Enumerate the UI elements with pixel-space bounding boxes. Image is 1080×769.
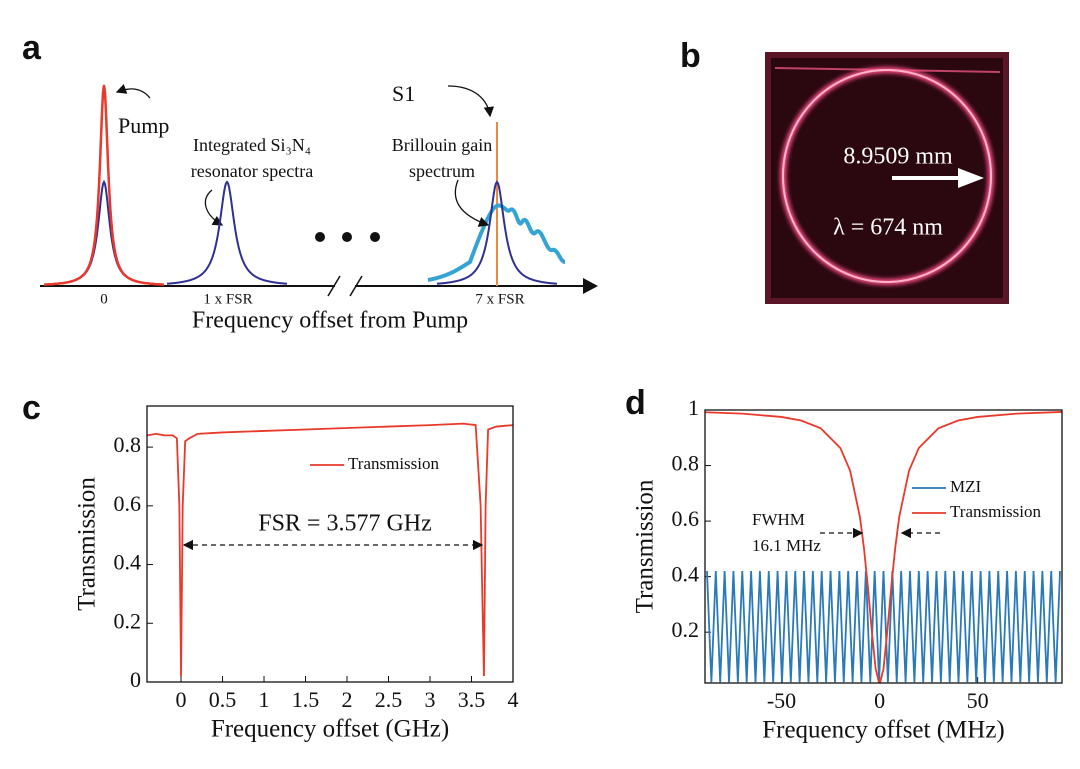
y-axis-label: Transmission [632,479,659,613]
y-tick-label: 0.2 [114,608,142,633]
panel-label: b [680,37,701,75]
y-tick-label: 0.8 [672,451,700,476]
y-tick-label: 0.6 [672,506,700,531]
x-tick-label: 1 [259,687,270,712]
plot-frame [704,409,1063,684]
x-tick-label: 3.5 [458,687,486,712]
x-axis-label: Frequency offset (GHz) [211,716,449,743]
x-tick-label: 4 [508,687,519,712]
series-line [147,422,513,677]
s1-label: S1 [392,81,415,106]
series-line [705,411,1062,683]
chart: 0 0.2 0.4 0.6 0.8 0 0.5 1 1.5 2 2.5 3 3.5 4 Frequency … [74,405,519,743]
y-tick-label: 0.4 [672,562,700,587]
x-tick-label: 1.5 [292,687,320,712]
panel-b-photo: 8.9509 mm λ = 674 nm [765,52,1009,304]
pump-peak [44,84,164,286]
y-tick-label: 0.2 [672,617,700,642]
panel-label: a [22,29,42,67]
annotation: FWHM [752,510,805,529]
x-tick-label: 3 [425,687,436,712]
x-tick-label: 2.5 [375,687,403,712]
resonance-peak [44,179,164,286]
axis-tick-label: 0 [100,291,108,307]
x-tick-label: 0 [176,687,187,712]
y-tick-label: 0.8 [114,432,142,457]
axis-tick-label: 7 x FSR [475,291,524,307]
y-tick-label: 0.6 [114,491,142,516]
y-tick-label: 1 [688,395,699,420]
x-axis-label: Frequency offset (MHz) [762,717,1005,744]
resonance-peak [436,180,558,285]
chart: 0.2 0.4 0.6 0.8 1 -50 0 50 Frequency offset (MHz… [632,395,1063,744]
resonator-label: resonator spectra [191,161,313,181]
panel-label: c [22,389,41,427]
x-tick-label: 0 [874,688,885,713]
resonance-peak [166,180,288,285]
resonator-label: Integrated Si₃N₄ [193,135,311,155]
legend-label: Transmission [348,454,440,473]
legend-label: Transmission [950,502,1042,521]
x-tick-label: 50 [967,688,989,713]
wavelength-label: λ = 674 nm [833,215,943,241]
panel-label: d [625,384,646,422]
annotation: FSR = 3.577 GHz [258,511,432,537]
x-tick-label: 0.5 [209,687,237,712]
x-tick-label: -50 [767,688,796,713]
y-axis-label: Transmission [74,477,101,611]
pump-label: Pump [118,113,169,138]
panel-a-diagram: Pump S1 Integrated Si₃N₄ resonator spect… [40,81,598,334]
axis-label: Frequency offset from Pump [192,308,468,334]
annotation: 16.1 MHz [752,536,821,555]
plot-frame [146,405,514,683]
brillouin-label: Brillouin gain [392,135,493,155]
y-tick-label: 0.4 [114,550,142,575]
series-line [706,571,1061,683]
axis-tick-label: 1 x FSR [203,291,252,307]
y-tick-label: 0 [130,667,141,692]
legend-label: MZI [950,477,982,496]
diameter-label: 8.9509 mm [843,144,953,170]
brillouin-label: spectrum [409,161,475,181]
x-tick-label: 2 [342,687,353,712]
